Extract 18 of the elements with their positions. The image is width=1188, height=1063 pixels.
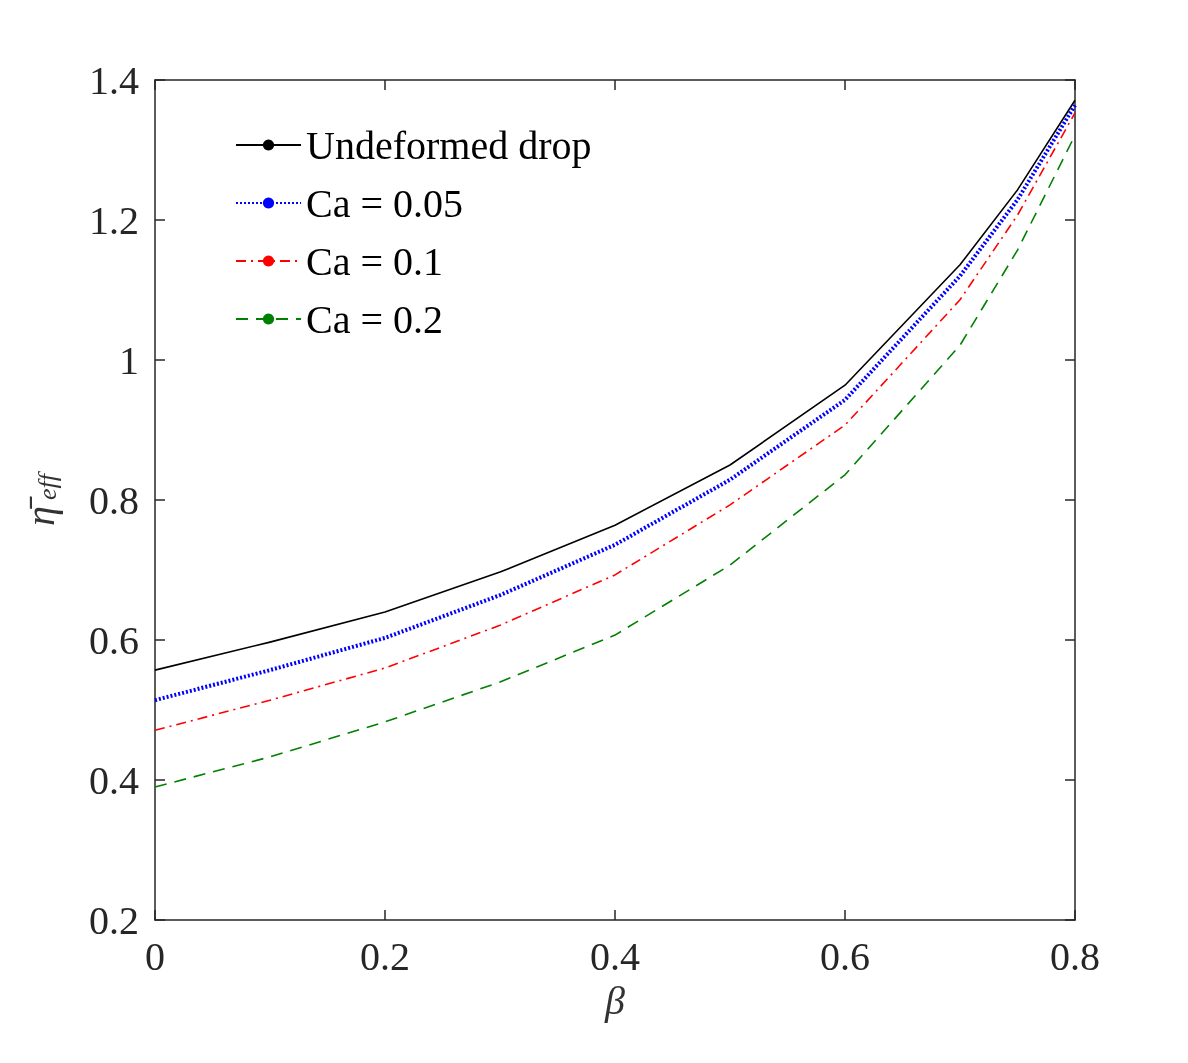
- y-tick-label: 0.2: [89, 897, 139, 943]
- legend-label: Ca = 0.05: [306, 180, 463, 226]
- y-tick-label: 1.2: [89, 197, 139, 243]
- y-tick-label: 0.4: [89, 757, 139, 803]
- legend-label: Undeformed drop: [306, 122, 592, 168]
- legend-label: Ca = 0.1: [306, 238, 443, 284]
- y-tick-label: 0.8: [89, 477, 139, 523]
- y-tick-label: 1.4: [89, 57, 139, 103]
- x-axis-title: β: [604, 978, 626, 1024]
- x-tick-label: 0.2: [360, 933, 410, 979]
- x-tick-label: 0: [145, 933, 165, 979]
- y-tick-label: 0.6: [89, 617, 139, 663]
- x-tick-label: 0.8: [1050, 933, 1100, 979]
- y-tick-label: 1: [119, 337, 139, 383]
- x-tick-label: 0.4: [590, 933, 640, 979]
- y-axis-title: η̄eff: [17, 470, 63, 526]
- legend-label: Ca = 0.2: [306, 296, 443, 342]
- x-tick-label: 0.6: [820, 933, 870, 979]
